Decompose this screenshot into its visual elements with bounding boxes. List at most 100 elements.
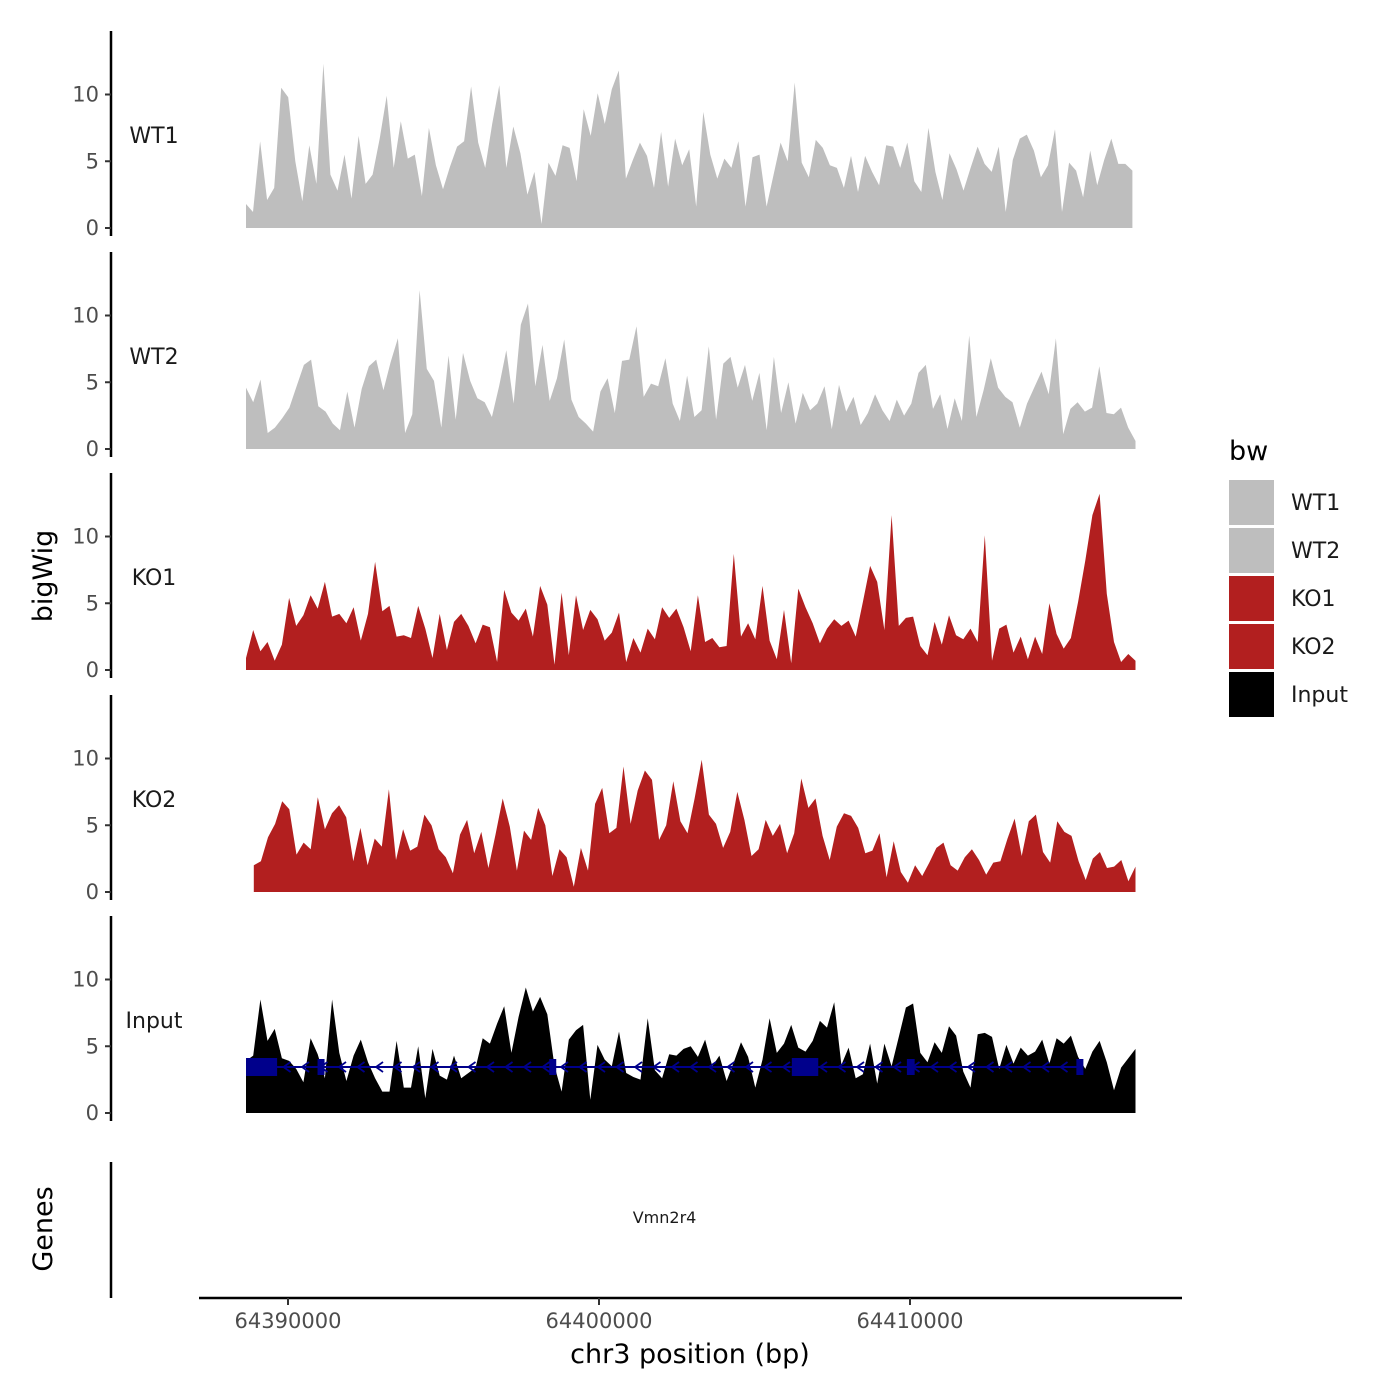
y-tick-label: 10 [72, 83, 99, 107]
panel-label-wt2: WT2 [129, 345, 178, 370]
y-tick-label: 5 [86, 813, 99, 837]
strand-chevron [466, 1061, 477, 1073]
strand-chevron [818, 1061, 828, 1073]
strand-chevron [559, 1061, 569, 1073]
y-tick-label: 0 [86, 437, 99, 461]
strand-chevron [429, 1061, 440, 1073]
strand-chevron [485, 1061, 495, 1073]
strand-chevron [522, 1061, 532, 1073]
gene-exon [1076, 1059, 1084, 1075]
y-tick-label: 5 [86, 149, 99, 173]
legend-key-ko1 [1229, 576, 1274, 621]
strand-chevron [670, 1061, 680, 1073]
panel-ko2: 0 5 10 KO2 [72, 695, 1136, 904]
strand-chevron [929, 1061, 939, 1073]
coverage-area-ko2 [253, 759, 1136, 892]
strand-chevron [1058, 1061, 1069, 1073]
gene-exon [549, 1059, 557, 1075]
panel-wt1: 0 5 10 WT1 [72, 31, 1133, 240]
x-tick-label: 64410000 [857, 1309, 964, 1333]
gene-exon [906, 1059, 915, 1075]
strand-chevron [781, 1061, 791, 1073]
strand-chevron [947, 1061, 958, 1073]
strand-chevron [873, 1061, 884, 1073]
legend: bw WT1 WT2 KO1 KO2 Input [1229, 436, 1348, 717]
gene-vmn2r4: Vmn2r4 [246, 1058, 1084, 1227]
genes-track-title: Genes [28, 1186, 59, 1271]
strand-chevron [744, 1061, 754, 1073]
strand-chevron [411, 1061, 421, 1073]
strand-chevron [762, 1061, 773, 1073]
coverage-panels: 0 5 10 WT1 0 5 10 WT2 0 5 10 KO1 0 5 10 KO2 0 5 10 Input [72, 31, 1136, 1125]
panel-label-ko2: KO2 [132, 788, 177, 813]
strand-chevron [281, 1061, 292, 1073]
y-tick-label: 0 [86, 1101, 99, 1125]
legend-key-wt2 [1229, 528, 1274, 573]
y-tick-label: 5 [86, 1034, 99, 1058]
y-tick-label: 10 [72, 525, 99, 549]
panel-ko1: 0 5 10 KO1 [72, 473, 1136, 682]
strand-chevron [855, 1061, 865, 1073]
strand-chevron [725, 1061, 736, 1073]
coverage-area-ko1 [246, 493, 1136, 670]
strand-chevron [596, 1061, 606, 1073]
gene-label: Vmn2r4 [633, 1208, 697, 1227]
legend-label-ko2: KO2 [1291, 635, 1336, 660]
strand-chevron [633, 1061, 643, 1073]
gene-exon [791, 1058, 819, 1076]
y-tick-label: 0 [86, 880, 99, 904]
y-tick-label: 0 [86, 658, 99, 682]
coverage-area-wt2 [246, 290, 1136, 449]
strand-chevron [540, 1061, 551, 1073]
x-tick-label: 64400000 [546, 1309, 653, 1333]
legend-key-ko2 [1229, 624, 1274, 669]
gene-exon [246, 1058, 278, 1076]
strand-chevron [503, 1061, 514, 1073]
coverage-area-input [246, 987, 1136, 1113]
legend-key-wt1 [1229, 480, 1274, 525]
strand-chevron [374, 1061, 384, 1073]
legend-title: bw [1229, 436, 1268, 467]
panel-label-ko1: KO1 [132, 566, 177, 591]
legend-key-input [1229, 672, 1274, 717]
strand-chevron [836, 1061, 847, 1073]
panel-label-input: Input [126, 1009, 183, 1034]
y-tick-label: 10 [72, 747, 99, 771]
coverage-area-wt1 [246, 63, 1133, 228]
y-tick-label: 5 [86, 370, 99, 394]
strand-chevron [651, 1061, 662, 1073]
legend-label-wt1: WT1 [1291, 491, 1340, 516]
strand-chevron [614, 1061, 625, 1073]
panel-wt2: 0 5 10 WT2 [72, 252, 1136, 461]
x-tick-label: 64390000 [235, 1309, 342, 1333]
y-tick-label: 5 [86, 591, 99, 615]
strand-chevron [392, 1061, 403, 1073]
y-tick-label: 10 [72, 968, 99, 992]
strand-chevron [448, 1061, 458, 1073]
legend-label-ko1: KO1 [1291, 587, 1336, 612]
strand-chevron [1021, 1061, 1032, 1073]
y-tick-label: 0 [86, 216, 99, 240]
strand-chevron [892, 1061, 902, 1073]
strand-chevron [355, 1061, 366, 1073]
strand-chevron [1003, 1061, 1013, 1073]
strand-chevron [577, 1061, 588, 1073]
y-axis-title: bigWig [28, 530, 59, 623]
strand-chevron [966, 1061, 976, 1073]
strand-chevron [688, 1061, 699, 1073]
legend-label-wt2: WT2 [1291, 539, 1340, 564]
x-axis-title: chr3 position (bp) [570, 1339, 810, 1370]
gene-track: Vmn2r4 [246, 1058, 1084, 1227]
panel-label-wt1: WT1 [129, 124, 178, 149]
strand-chevron [1040, 1061, 1050, 1073]
x-axis-ticks: 64390000 64400000 64410000 [235, 1298, 964, 1333]
legend-label-input: Input [1291, 683, 1348, 708]
strand-chevron [300, 1061, 310, 1073]
strand-chevron [984, 1061, 995, 1073]
gene-exon [317, 1059, 325, 1075]
strand-chevron [707, 1061, 717, 1073]
panel-input: 0 5 10 Input [72, 916, 1136, 1125]
strand-chevron [337, 1061, 347, 1073]
y-tick-label: 10 [72, 304, 99, 328]
